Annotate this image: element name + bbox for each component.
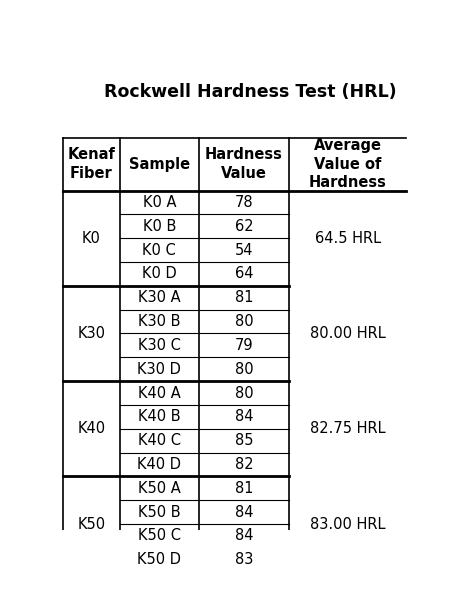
Text: 62: 62 (235, 219, 253, 234)
Text: K0 C: K0 C (143, 243, 176, 258)
Text: K0 B: K0 B (143, 219, 176, 234)
Text: K30: K30 (77, 326, 105, 341)
Text: K40 C: K40 C (138, 433, 181, 448)
Text: 78: 78 (235, 195, 253, 210)
Text: 81: 81 (235, 290, 253, 305)
Text: Hardness
Value: Hardness Value (205, 148, 283, 181)
Text: 83.00 HRL: 83.00 HRL (310, 516, 385, 531)
Text: 80.00 HRL: 80.00 HRL (310, 326, 385, 341)
Text: 84: 84 (235, 505, 253, 519)
Text: K30 A: K30 A (138, 290, 181, 305)
Text: Average
Value of
Hardness: Average Value of Hardness (309, 138, 387, 190)
Text: 79: 79 (235, 338, 253, 353)
Text: 82: 82 (235, 457, 253, 472)
Text: 81: 81 (235, 481, 253, 496)
Text: Sample: Sample (129, 156, 190, 172)
Text: Kenaf
Fiber: Kenaf Fiber (67, 148, 115, 181)
Text: K50 C: K50 C (138, 528, 181, 543)
Text: K0: K0 (82, 231, 101, 246)
Text: K40 D: K40 D (137, 457, 182, 472)
Text: 84: 84 (235, 528, 253, 543)
Text: K40: K40 (77, 421, 105, 436)
Text: K30 C: K30 C (138, 338, 181, 353)
Text: 80: 80 (235, 386, 253, 400)
Text: 80: 80 (235, 362, 253, 377)
Text: K50 B: K50 B (138, 505, 181, 519)
Text: 85: 85 (235, 433, 253, 448)
Text: 54: 54 (235, 243, 253, 258)
Text: K50: K50 (77, 516, 105, 531)
Text: Rockwell Hardness Test (HRL): Rockwell Hardness Test (HRL) (104, 83, 397, 101)
Text: 64.5 HRL: 64.5 HRL (315, 231, 381, 246)
Text: K40 B: K40 B (138, 409, 181, 424)
Text: K50 D: K50 D (137, 552, 182, 567)
Text: 83: 83 (235, 552, 253, 567)
Text: 84: 84 (235, 409, 253, 424)
Text: K0 A: K0 A (143, 195, 176, 210)
Text: 80: 80 (235, 314, 253, 329)
Text: K40 A: K40 A (138, 386, 181, 400)
Text: K30 B: K30 B (138, 314, 181, 329)
Text: K30 D: K30 D (137, 362, 181, 377)
Text: 64: 64 (235, 267, 253, 281)
Text: K50 A: K50 A (138, 481, 181, 496)
Text: 82.75 HRL: 82.75 HRL (310, 421, 385, 436)
Text: K0 D: K0 D (142, 267, 177, 281)
